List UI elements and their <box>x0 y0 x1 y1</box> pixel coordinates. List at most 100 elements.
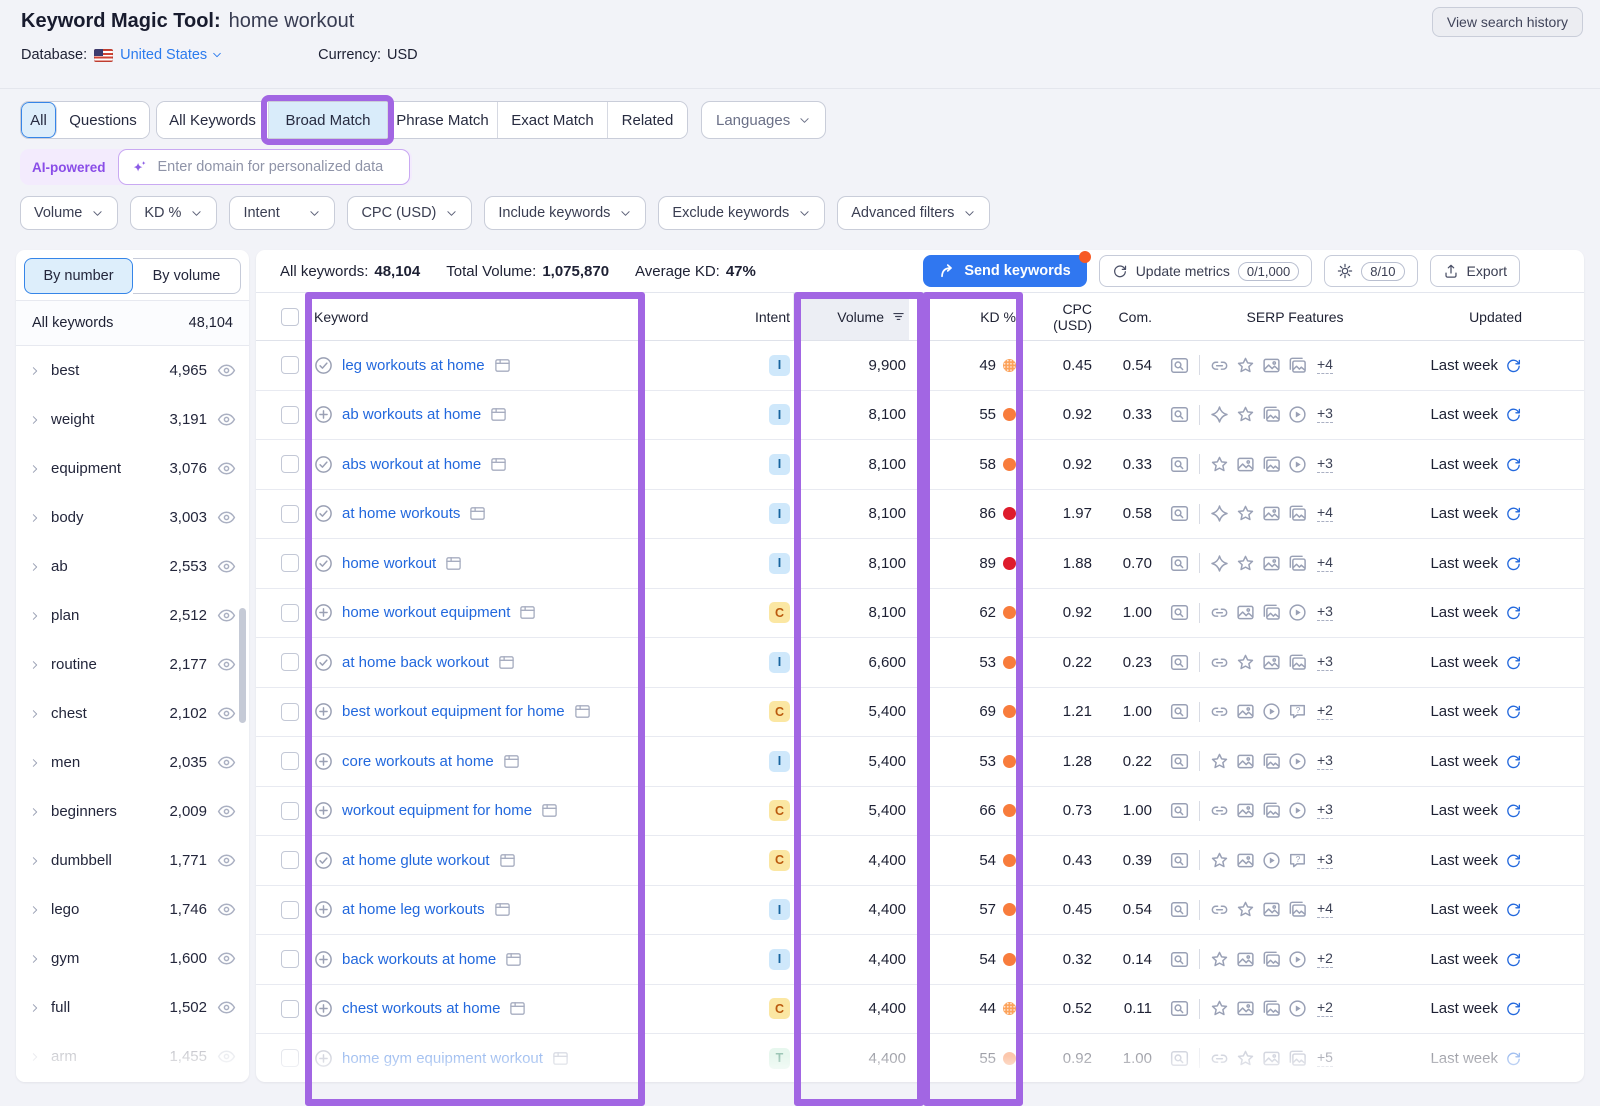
serp-preview-icon[interactable] <box>1170 356 1189 375</box>
row-checkbox[interactable] <box>281 554 299 572</box>
eye-icon[interactable] <box>217 606 236 625</box>
add-plus-icon[interactable] <box>314 999 333 1018</box>
serp-window-icon[interactable] <box>509 1000 526 1017</box>
keyword-link[interactable]: home workout <box>342 555 436 572</box>
serp-preview-icon[interactable] <box>1170 405 1189 424</box>
row-checkbox[interactable] <box>281 950 299 968</box>
filter-cpc-usd--dropdown[interactable]: CPC (USD) <box>347 196 472 230</box>
add-plus-icon[interactable] <box>314 1049 333 1068</box>
sidebar-group-full[interactable]: full1,502 <box>16 983 249 1032</box>
keyword-link[interactable]: abs workout at home <box>342 456 481 473</box>
serp-window-icon[interactable] <box>494 357 511 374</box>
serp-preview-icon[interactable] <box>1170 455 1189 474</box>
row-checkbox[interactable] <box>281 356 299 374</box>
serp-preview-icon[interactable] <box>1170 851 1189 870</box>
eye-icon[interactable] <box>217 998 236 1017</box>
add-plus-icon[interactable] <box>314 603 333 622</box>
refresh-icon[interactable] <box>1505 753 1522 770</box>
update-metrics-button[interactable]: Update metrics 0/1,000 <box>1099 255 1313 287</box>
view-search-history-button[interactable]: View search history <box>1432 7 1583 37</box>
serp-preview-icon[interactable] <box>1170 554 1189 573</box>
select-all-checkbox[interactable] <box>281 308 299 326</box>
add-plus-icon[interactable] <box>314 752 333 771</box>
add-plus-icon[interactable] <box>314 702 333 721</box>
eye-icon[interactable] <box>217 1047 236 1066</box>
database-selector[interactable]: United States <box>120 47 223 63</box>
serp-window-icon[interactable] <box>469 505 486 522</box>
serp-preview-icon[interactable] <box>1170 504 1189 523</box>
row-checkbox[interactable] <box>281 604 299 622</box>
sidebar-group-chest[interactable]: chest2,102 <box>16 689 249 738</box>
refresh-icon[interactable] <box>1505 951 1522 968</box>
refresh-icon[interactable] <box>1505 1000 1522 1017</box>
serp-preview-icon[interactable] <box>1170 1049 1189 1068</box>
row-checkbox[interactable] <box>281 752 299 770</box>
tab-exact-match[interactable]: Exact Match <box>498 102 608 138</box>
added-check-icon[interactable] <box>314 653 333 672</box>
serp-window-icon[interactable] <box>505 951 522 968</box>
more-features-link[interactable]: +4 <box>1317 901 1333 918</box>
serp-preview-icon[interactable] <box>1170 603 1189 622</box>
sidebar-group-weight[interactable]: weight3,191 <box>16 395 249 444</box>
keyword-link[interactable]: at home workouts <box>342 505 460 522</box>
refresh-icon[interactable] <box>1505 456 1522 473</box>
eye-icon[interactable] <box>217 459 236 478</box>
serp-preview-icon[interactable] <box>1170 999 1189 1018</box>
serp-preview-icon[interactable] <box>1170 900 1189 919</box>
eye-icon[interactable] <box>217 900 236 919</box>
row-checkbox[interactable] <box>281 1000 299 1018</box>
keyword-link[interactable]: at home leg workouts <box>342 901 485 918</box>
filter-advanced-filters-dropdown[interactable]: Advanced filters <box>837 196 990 230</box>
row-checkbox[interactable] <box>281 802 299 820</box>
column-header-keyword[interactable]: Keyword <box>314 293 368 340</box>
refresh-icon[interactable] <box>1505 703 1522 720</box>
added-check-icon[interactable] <box>314 554 333 573</box>
eye-icon[interactable] <box>217 851 236 870</box>
refresh-icon[interactable] <box>1505 1050 1522 1067</box>
serp-window-icon[interactable] <box>503 753 520 770</box>
serp-window-icon[interactable] <box>499 852 516 869</box>
row-checkbox[interactable] <box>281 901 299 919</box>
added-check-icon[interactable] <box>314 356 333 375</box>
column-header-kd[interactable]: KD % <box>910 293 1016 340</box>
refresh-icon[interactable] <box>1505 852 1522 869</box>
more-features-link[interactable]: +4 <box>1317 505 1333 522</box>
refresh-icon[interactable] <box>1505 357 1522 374</box>
keyword-link[interactable]: at home glute workout <box>342 852 490 869</box>
eye-icon[interactable] <box>217 753 236 772</box>
row-checkbox[interactable] <box>281 406 299 424</box>
sidebar-group-arm[interactable]: arm1,455 <box>16 1032 249 1081</box>
eye-icon[interactable] <box>217 508 236 527</box>
more-features-link[interactable]: +3 <box>1317 654 1333 671</box>
tab-related[interactable]: Related <box>608 102 687 138</box>
refresh-icon[interactable] <box>1505 555 1522 572</box>
serp-window-icon[interactable] <box>498 654 515 671</box>
add-plus-icon[interactable] <box>314 405 333 424</box>
row-checkbox[interactable] <box>281 703 299 721</box>
send-keywords-button[interactable]: Send keywords <box>923 255 1086 287</box>
tab-broad-match[interactable]: Broad Match <box>269 102 388 138</box>
settings-button[interactable]: 8/10 <box>1324 255 1417 287</box>
sidebar-group-beginners[interactable]: beginners2,009 <box>16 787 249 836</box>
refresh-icon[interactable] <box>1505 654 1522 671</box>
serp-window-icon[interactable] <box>490 406 507 423</box>
row-checkbox[interactable] <box>281 505 299 523</box>
more-features-link[interactable]: +4 <box>1317 357 1333 374</box>
serp-preview-icon[interactable] <box>1170 702 1189 721</box>
sort-by-number-button[interactable]: By number <box>24 258 133 294</box>
add-plus-icon[interactable] <box>314 801 333 820</box>
added-check-icon[interactable] <box>314 851 333 870</box>
serp-preview-icon[interactable] <box>1170 950 1189 969</box>
more-features-link[interactable]: +5 <box>1317 1050 1333 1067</box>
serp-window-icon[interactable] <box>445 555 462 572</box>
serp-preview-icon[interactable] <box>1170 801 1189 820</box>
sidebar-group-ab[interactable]: ab2,553 <box>16 542 249 591</box>
refresh-icon[interactable] <box>1505 505 1522 522</box>
domain-input[interactable] <box>156 158 397 176</box>
sidebar-group-dumbbell[interactable]: dumbbell1,771 <box>16 836 249 885</box>
keyword-link[interactable]: ab workouts at home <box>342 406 481 423</box>
row-checkbox[interactable] <box>281 851 299 869</box>
add-plus-icon[interactable] <box>314 900 333 919</box>
more-features-link[interactable]: +3 <box>1317 753 1333 770</box>
added-check-icon[interactable] <box>314 455 333 474</box>
